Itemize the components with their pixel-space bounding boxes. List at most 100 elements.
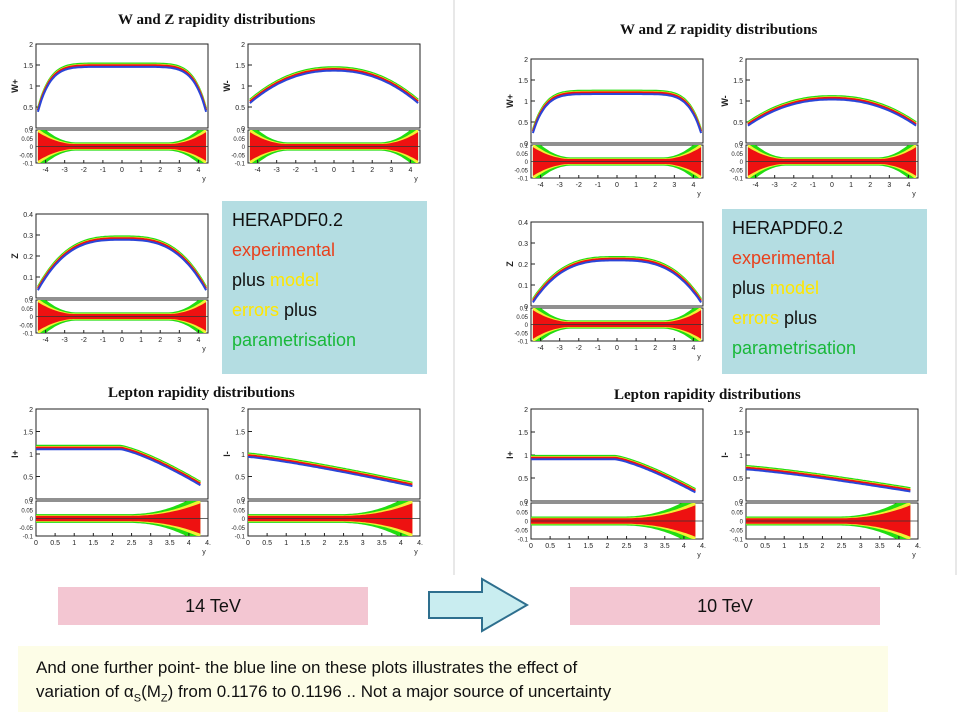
series-line — [745, 468, 911, 493]
note-sub-s: S — [133, 692, 142, 705]
main-plot-frame — [35, 43, 209, 129]
x-tick-label: 3 — [177, 337, 181, 344]
ratio-tick-label: 0.05 — [233, 508, 245, 514]
x-axis-label: y — [202, 346, 206, 353]
ratio-tick-label: -0.05 — [19, 153, 33, 159]
x-tick-label: 0 — [529, 543, 533, 550]
ratio-tick-label: 0 — [242, 517, 246, 523]
y-axis-label: l- — [222, 451, 232, 457]
y-tick-label: 2 — [29, 42, 33, 49]
ratio-tick-label: 0 — [740, 160, 744, 166]
x-tick-label: 2.5 — [339, 540, 349, 547]
x-tick-label: 3 — [644, 543, 648, 550]
x-tick-label: 4 — [691, 182, 695, 189]
y-axis-label: l+ — [505, 451, 515, 459]
y-tick-label: 0 — [739, 141, 743, 148]
plot-left-lminus: 00.511.52l-0.10.050-0.05-0.10 0.5 1 1.5 2 2.5… — [222, 407, 423, 556]
right-arrow-icon — [428, 577, 529, 633]
x-tick-label: 1 — [849, 182, 853, 189]
footnote-line1: And one further point- the blue line on … — [36, 658, 578, 677]
y-tick-label: 0 — [29, 296, 33, 303]
ratio-tick-label: -0.1 — [235, 535, 246, 541]
series-line — [36, 65, 208, 113]
y-axis-label: l+ — [10, 450, 20, 458]
x-tick-label: 0 — [615, 182, 619, 189]
ratio-tick-label: 0.05 — [21, 137, 33, 143]
series-line — [531, 454, 696, 490]
y-axis-label: W- — [720, 95, 730, 106]
x-tick-label: 2 — [653, 345, 657, 352]
x-tick-label: 3 — [672, 182, 676, 189]
left-wz-title: W and Z rapidity distributions — [118, 12, 316, 28]
x-tick-label: 4. — [700, 543, 706, 550]
y-tick-label: 1.5 — [518, 430, 528, 437]
y-tick-label: 0 — [524, 304, 528, 311]
y-tick-label: 0.3 — [23, 233, 33, 240]
series-line — [531, 458, 696, 494]
y-tick-label: 1 — [241, 84, 245, 91]
series-line — [747, 98, 917, 127]
y-tick-label: 2 — [241, 407, 245, 414]
x-tick-label: 4 — [691, 345, 695, 352]
x-tick-label: -2 — [81, 337, 87, 344]
series-line — [249, 68, 419, 103]
ratio-tick-label: -0.05 — [19, 526, 33, 532]
series-line — [249, 69, 419, 104]
ratio-tick-label: 0.05 — [233, 137, 245, 143]
ratio-tick-label: 0.1 — [237, 500, 246, 506]
y-tick-label: 0.5 — [733, 120, 743, 127]
note-sub-z: Z — [160, 692, 168, 705]
y-tick-label: 1.5 — [235, 430, 245, 437]
ratio-tick-label: 0.1 — [735, 502, 744, 508]
y-tick-label: 0 — [739, 499, 743, 506]
y-axis-label: Z — [10, 253, 20, 259]
y-tick-label: 0.3 — [518, 241, 528, 248]
ratio-tick-label: 0.05 — [516, 511, 528, 517]
right-wz-title: W and Z rapidity distributions — [620, 22, 818, 38]
x-tick-label: 2 — [605, 543, 609, 550]
ratio-tick-label: 0 — [30, 145, 34, 151]
series-line — [247, 455, 413, 488]
y-tick-label: 2 — [241, 42, 245, 49]
series-line — [36, 64, 208, 111]
x-tick-label: 2 — [653, 182, 657, 189]
x-tick-label: -4 — [42, 167, 48, 174]
x-tick-label: 4 — [682, 543, 686, 550]
note-mid: (M — [141, 682, 161, 701]
x-tick-label: -3 — [274, 167, 280, 174]
ratio-tick-label: 0.1 — [25, 129, 34, 135]
x-tick-label: 3 — [672, 345, 676, 352]
ratio-tick-label: 0 — [30, 315, 34, 321]
x-tick-label: 4 — [196, 167, 200, 174]
energy-label-10tev: 10 TeV — [570, 587, 880, 625]
ratio-tick-label: -0.1 — [23, 162, 34, 168]
y-tick-label: 0.4 — [23, 212, 33, 219]
plot-left-wplus: 0 0.5 1 1.5 2 W+ 0.1 0.05 0 -0.05 -0.1 -4 -3 -2 -1 0 1 2 3… — [10, 42, 209, 183]
x-tick-label: 1 — [351, 167, 355, 174]
callout-line-herapdf: HERAPDF0.2 — [732, 218, 844, 238]
x-tick-label: -3 — [62, 337, 68, 344]
y-axis-label: l- — [720, 452, 730, 458]
x-tick-label: -2 — [791, 182, 797, 189]
x-tick-label: -4 — [537, 182, 543, 189]
x-tick-label: 1 — [782, 543, 786, 550]
x-tick-label: 2.5 — [127, 540, 137, 547]
ratio-tick-label: 0 — [242, 145, 246, 151]
x-tick-label: -3 — [557, 182, 563, 189]
x-tick-label: 2 — [868, 182, 872, 189]
ratio-tick-label: 0.1 — [25, 299, 34, 305]
x-axis-label: y — [912, 552, 916, 559]
x-tick-label: -2 — [293, 167, 299, 174]
series-line — [531, 93, 703, 134]
plot-left-lplus: 00.511.52l+0.10.050-0.05-0.10 0.5 1 1.5 2 2.5… — [10, 407, 211, 556]
ratio-tick-label: 0.1 — [25, 500, 34, 506]
x-tick-label: -4 — [537, 345, 543, 352]
callout-model: model — [270, 270, 320, 290]
x-axis-label: y — [202, 176, 206, 183]
y-tick-label: 1.5 — [518, 78, 528, 85]
x-tick-label: 4 — [906, 182, 910, 189]
y-tick-label: 2 — [524, 57, 528, 64]
x-tick-label: 4 — [187, 540, 191, 547]
main-plot-frame — [35, 408, 209, 500]
y-tick-label: 2 — [524, 407, 528, 414]
